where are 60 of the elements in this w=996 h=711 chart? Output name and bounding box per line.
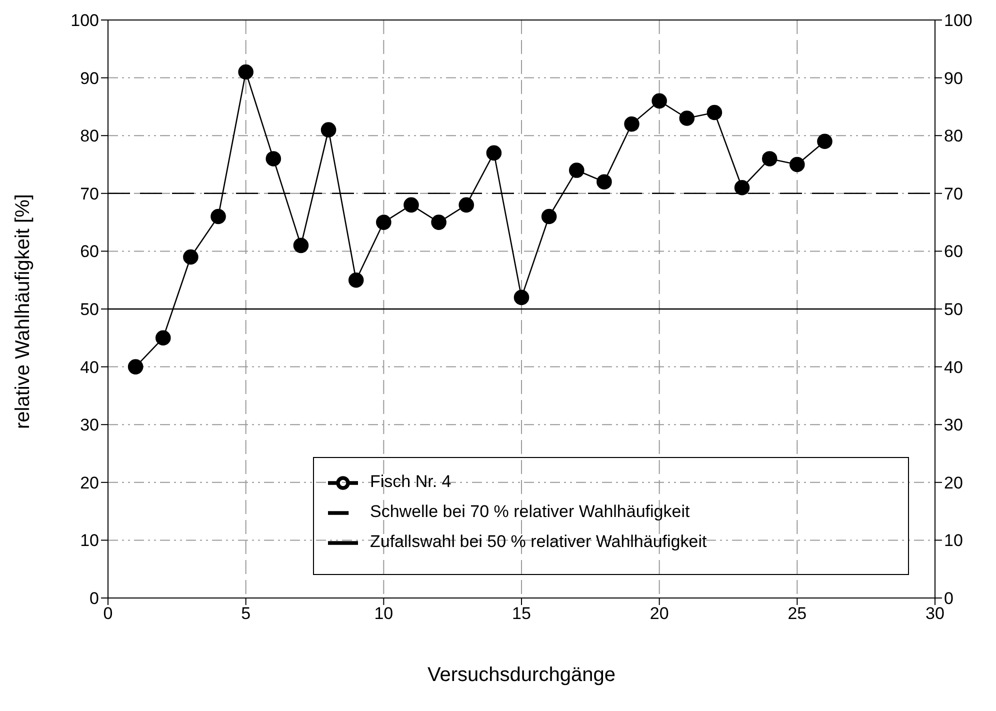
point: [128, 359, 144, 374]
point: [404, 197, 419, 213]
x-tick-label: 30: [926, 604, 944, 624]
y-tick-label: 30: [80, 416, 99, 435]
point: [679, 110, 695, 126]
point: [348, 272, 364, 288]
point: [155, 330, 171, 346]
point: [734, 180, 750, 196]
x-tick-label: 20: [650, 604, 669, 624]
y-tick-label: 100: [70, 11, 99, 30]
y-tick-label: 80: [80, 126, 99, 146]
y2-tick-label: 30: [944, 416, 963, 435]
y-tick-label: 10: [80, 531, 99, 550]
point: [320, 122, 336, 138]
legend-label: Zufallswahl bei 50 % relativer Wahlhäufigkeit: [370, 532, 707, 551]
point: [817, 134, 832, 150]
y-tick-label: 20: [80, 473, 99, 492]
point: [293, 238, 309, 254]
y2-tick-label: 20: [944, 473, 963, 492]
y2-tick-label: 40: [944, 358, 963, 377]
x-tick-label: 0: [103, 604, 113, 624]
y2-tick-label: 60: [944, 242, 963, 262]
y-tick-label: 40: [80, 358, 99, 377]
y-tick-label: 0: [90, 589, 99, 608]
y-tick-label: 50: [80, 300, 99, 320]
point: [238, 64, 254, 80]
point: [568, 162, 584, 178]
legend-label: Schwelle bei 70 % relativer Wahlhäufigkeit: [370, 502, 690, 521]
point: [652, 93, 667, 109]
y2-tick-label: 10: [944, 531, 963, 550]
point: [431, 214, 446, 230]
y2-tick-label: 90: [944, 68, 963, 88]
y-tick-label: 70: [80, 184, 99, 204]
point: [514, 290, 530, 306]
x-tick-label: 5: [241, 604, 251, 624]
x-tick-label: 25: [788, 604, 807, 624]
y2-tick-label: 50: [944, 300, 963, 320]
point: [790, 156, 805, 172]
x-axis-title: Versuchsdurchgänge: [428, 664, 616, 686]
point: [541, 208, 557, 224]
point: [210, 208, 226, 224]
y-axis-title: relative Wahlhäufigkeit [%]: [12, 194, 34, 429]
legend-label: Fisch Nr. 4: [370, 472, 452, 491]
y2-tick-label: 70: [944, 184, 963, 204]
x-tick-label: 10: [374, 604, 394, 624]
point: [376, 214, 392, 230]
point: [458, 197, 474, 213]
y-tick-label: 60: [80, 242, 99, 262]
y-tick-label: 90: [80, 68, 99, 88]
point: [762, 151, 778, 166]
point: [183, 249, 198, 265]
point: [706, 104, 722, 120]
point: [266, 151, 282, 166]
y2-tick-label: 80: [944, 126, 963, 146]
x-tick-label: 15: [512, 604, 531, 624]
point: [596, 174, 612, 190]
y2-tick-label: 100: [944, 11, 972, 30]
point: [624, 116, 640, 132]
y2-tick-label: 0: [944, 589, 954, 608]
point: [486, 145, 502, 161]
